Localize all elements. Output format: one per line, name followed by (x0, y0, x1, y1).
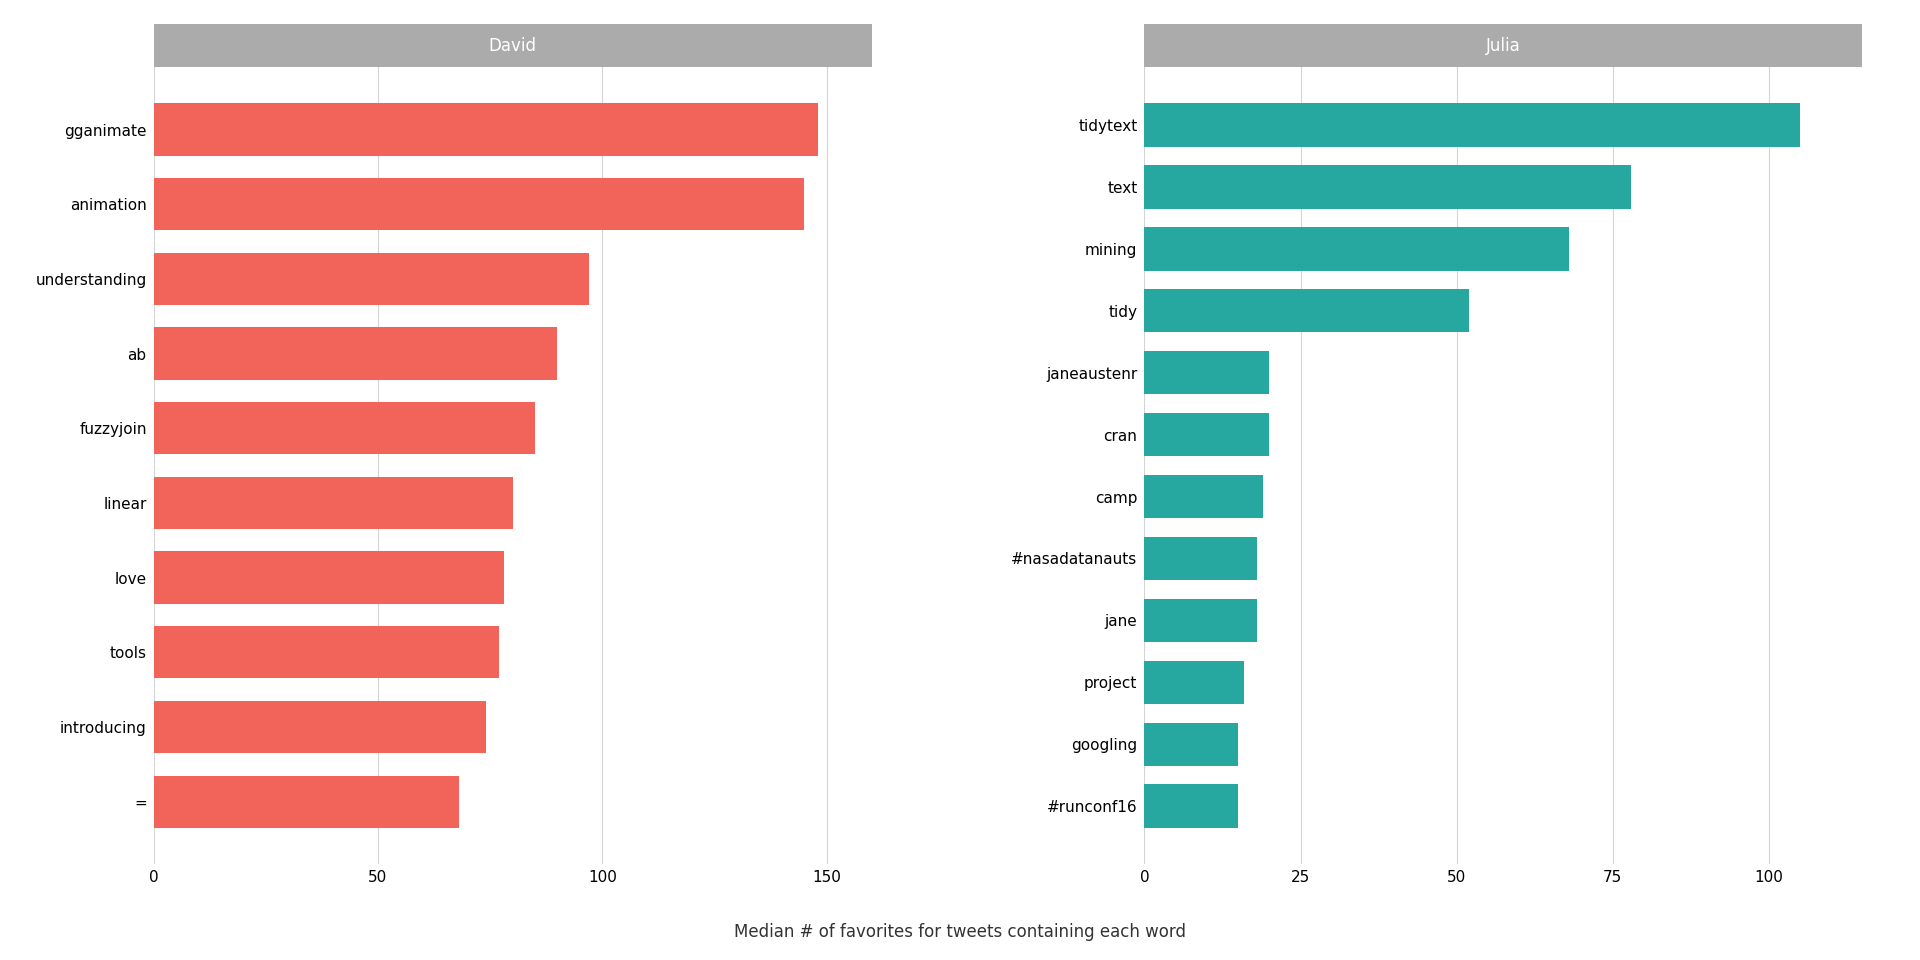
Bar (1144, 165, 1632, 208)
Bar (1144, 660, 1244, 704)
Bar (154, 626, 499, 679)
Bar (1144, 537, 1258, 580)
Bar (154, 477, 513, 529)
Text: Median # of favorites for tweets containing each word: Median # of favorites for tweets contain… (733, 923, 1187, 941)
Text: Julia: Julia (1486, 36, 1521, 55)
Bar (1144, 475, 1263, 518)
Bar (154, 327, 557, 380)
Bar (154, 701, 486, 753)
Bar (1144, 228, 1569, 271)
Bar (1144, 104, 1799, 147)
Bar (1144, 784, 1238, 828)
Bar (1144, 413, 1269, 456)
Bar (1144, 599, 1258, 642)
Bar (154, 252, 589, 305)
Bar (154, 551, 503, 604)
Bar (154, 402, 536, 454)
Bar (1144, 723, 1238, 766)
Text: David: David (488, 36, 536, 55)
Bar (1144, 289, 1469, 332)
Bar (154, 179, 804, 230)
Bar (154, 776, 459, 828)
Bar (1144, 351, 1269, 395)
Bar (154, 104, 818, 156)
